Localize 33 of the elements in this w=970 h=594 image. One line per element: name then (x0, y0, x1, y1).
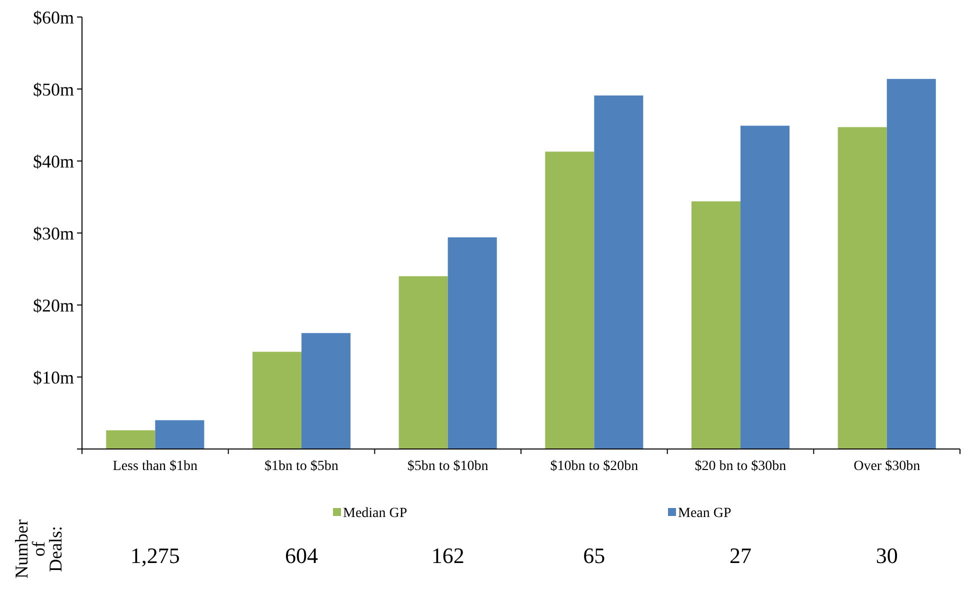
y-tick-label: $60m (32, 7, 74, 28)
y-tick-label: $50m (32, 79, 74, 100)
bar (252, 352, 302, 449)
text: 162 (431, 543, 464, 568)
bar (838, 127, 887, 449)
legend-label: Median GP (343, 506, 408, 521)
bar (740, 126, 790, 449)
bar (106, 430, 156, 449)
bar (545, 152, 594, 449)
bar (691, 201, 740, 449)
text: 604 (285, 543, 318, 568)
text: 65 (583, 543, 606, 568)
text: 27 (730, 543, 752, 568)
x-tick-label: Over $30bn (854, 459, 920, 474)
bar (155, 420, 204, 449)
x-tick-label: $20 bn to $30bn (694, 459, 786, 474)
legend-label: Mean GP (678, 506, 732, 521)
y-tick-label: $30m (32, 223, 74, 244)
text: 30 (876, 543, 898, 568)
y-tick-label: $40m (32, 151, 74, 172)
bar (398, 276, 448, 449)
bar (448, 237, 497, 449)
y-tick-label: $20m (32, 295, 74, 316)
text: Number of Deals: (11, 520, 66, 578)
bar (886, 78, 936, 449)
bar (302, 333, 351, 449)
text: 1,275 (130, 543, 180, 568)
bar (594, 95, 644, 449)
x-tick-label: Less than $1bn (112, 459, 198, 474)
x-tick-label: $10bn to $20bn (550, 459, 638, 474)
x-tick-label: $5bn to $10bn (407, 459, 488, 474)
x-tick-label: $1bn to $5bn (264, 459, 338, 474)
y-tick-label: $10m (32, 367, 74, 388)
